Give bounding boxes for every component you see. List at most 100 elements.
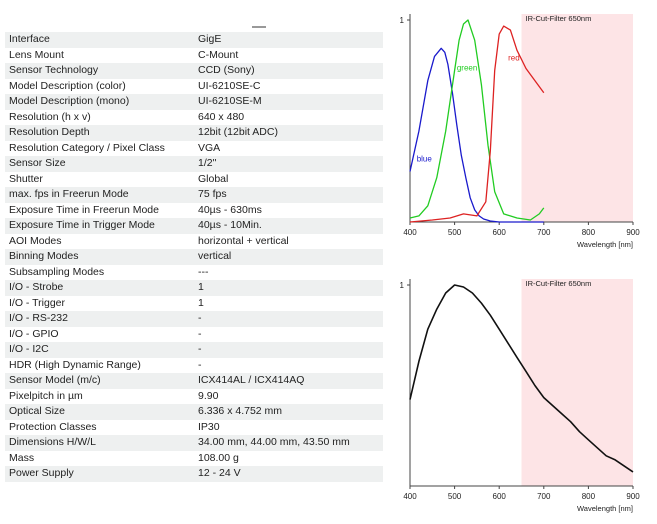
series-line-blue (409, 47, 544, 223)
spec-row: Sensor Size 1/2" (5, 156, 383, 172)
spec-row: I/O - RS-232- (5, 311, 383, 327)
spec-value: vertical (194, 249, 383, 265)
x-tick-label: 500 (448, 228, 462, 237)
spec-row: Interface GigE (5, 32, 383, 48)
spec-table-body: Interface GigE Lens Mount C-Mount Sensor Tec… (5, 32, 383, 482)
spec-key: Power Supply (5, 466, 194, 482)
spec-row: HDR (High Dynamic Range) - (5, 357, 383, 373)
spec-key: Lens Mount (5, 47, 194, 63)
y-tick-label: 1 (400, 281, 405, 290)
spectral-chart-color-svg: IR-Cut-Filter 650nm 400 500 600 700 800 900 1 Wa… (400, 14, 640, 249)
spec-key: Subsampling Modes (5, 264, 194, 280)
spec-key: Dimensions H/W/L (5, 435, 194, 451)
spec-key: Exposure Time in Freerun Mode (5, 202, 194, 218)
ir-cut-band (521, 14, 633, 222)
spec-key: Model Description (color) (5, 78, 194, 94)
spec-row: Binning Modes vertical (5, 249, 383, 265)
spec-row: I/O - Strobe 1 (5, 280, 383, 296)
spectral-chart-color: IR-Cut-Filter 650nm 400 500 600 700 800 900 1 Wa… (388, 8, 648, 254)
spec-row: Power Supply 12 - 24 V (5, 466, 383, 482)
spec-row: Pixelpitch in µm 9.90 (5, 388, 383, 404)
spec-row: I/O - GPIO - (5, 326, 383, 342)
spec-value: --- (194, 264, 383, 280)
x-tick-label: 900 (626, 492, 640, 501)
spec-value: - (194, 326, 383, 342)
spec-key: Interface (5, 32, 194, 48)
x-tick-label: 800 (582, 492, 596, 501)
spec-row: Model Description (color) UI-6210SE-C (5, 78, 383, 94)
series-label-blue: blue (417, 154, 433, 163)
spec-key: Shutter (5, 171, 194, 187)
x-tick-label: 600 (493, 228, 507, 237)
spec-value: 75 fps (194, 187, 383, 203)
spec-key: Exposure Time in Trigger Mode (5, 218, 194, 234)
ir-cut-annotation: IR-Cut-Filter 650nm (526, 14, 592, 23)
spec-value: 1 (194, 280, 383, 296)
spec-value: C-Mount (194, 47, 383, 63)
spec-row: Resolution Depth 12bit (12bit ADC) (5, 125, 383, 141)
spec-value: Global (194, 171, 383, 187)
spec-key: Resolution (h x v) (5, 109, 194, 125)
spec-key: max. fps in Freerun Mode (5, 187, 194, 203)
spec-row: Resolution Category / Pixel Class VGA (5, 140, 383, 156)
spectral-chart-mono-svg: IR-Cut-Filter 650nm 400 500 600 700 800 900 1 Wa… (400, 279, 640, 513)
x-tick-label: 700 (537, 492, 551, 501)
spec-value: GigE (194, 32, 383, 48)
series-label-green: green (457, 64, 477, 73)
spec-key: Model Description (mono) (5, 94, 194, 110)
spec-row: I/O - Trigger 1 (5, 295, 383, 311)
spec-row: max. fps in Freerun Mode 75 fps (5, 187, 383, 203)
spec-value: 640 x 480 (194, 109, 383, 125)
x-tick-label: 400 (403, 492, 417, 501)
spec-key: AOI Modes (5, 233, 194, 249)
spec-key: Mass (5, 450, 194, 466)
x-tick-label: 400 (403, 228, 417, 237)
x-axis-label: Wavelength [nm] (577, 504, 633, 513)
spec-value: ICX414AL / ICX414AQ (194, 373, 383, 389)
spec-key: HDR (High Dynamic Range) (5, 357, 194, 373)
spec-key: Resolution Depth (5, 125, 194, 141)
x-tick-label: 900 (626, 228, 640, 237)
spec-row: AOI Modes horizontal + vertical (5, 233, 383, 249)
header-divider (252, 26, 266, 28)
spectral-chart-mono: IR-Cut-Filter 650nm 400 500 600 700 800 900 1 Wa… (388, 272, 648, 520)
spec-value: 12 - 24 V (194, 466, 383, 482)
y-tick-label: 1 (400, 16, 405, 25)
spec-row: Mass 108.00 g (5, 450, 383, 466)
spec-row: Lens Mount C-Mount (5, 47, 383, 63)
spec-value: 1/2" (194, 156, 383, 172)
spec-value: 108.00 g (194, 450, 383, 466)
spec-row: Sensor Technology CCD (Sony) (5, 63, 383, 79)
spec-key: I/O - RS-232 (5, 311, 194, 327)
spec-key: I/O - Trigger (5, 295, 194, 311)
spec-key: Resolution Category / Pixel Class (5, 140, 194, 156)
x-tick-label: 500 (448, 492, 462, 501)
x-tick-label: 700 (537, 228, 551, 237)
spec-value: IP30 (194, 419, 383, 435)
spec-value: 40µs - 630ms (194, 202, 383, 218)
spec-key: Sensor Model (m/c) (5, 373, 194, 389)
spec-key: Protection Classes (5, 419, 194, 435)
series-line-red (409, 25, 545, 223)
spec-value: - (194, 311, 383, 327)
spec-key: Pixelpitch in µm (5, 388, 194, 404)
ir-cut-annotation: IR-Cut-Filter 650nm (526, 279, 592, 288)
spec-row: Shutter Global (5, 171, 383, 187)
spec-value: 6.336 x 4.752 mm (194, 404, 383, 420)
spec-row: Exposure Time in Freerun Mode 40µs - 630m… (5, 202, 383, 218)
spec-value: 12bit (12bit ADC) (194, 125, 383, 141)
series-label-red: red (508, 53, 520, 62)
spec-row: I/O - I2C - (5, 342, 383, 358)
spec-value: UI-6210SE-M (194, 94, 383, 110)
spec-value: 40µs - 10Min. (194, 218, 383, 234)
spec-row: Protection Classes IP30 (5, 419, 383, 435)
spec-value: VGA (194, 140, 383, 156)
spec-row: Subsampling Modes --- (5, 264, 383, 280)
x-tick-label: 600 (493, 492, 507, 501)
series-line-green (409, 19, 545, 221)
spec-value: 1 (194, 295, 383, 311)
spec-value: CCD (Sony) (194, 63, 383, 79)
x-axis-label: Wavelength [nm] (577, 240, 633, 249)
spec-row: Dimensions H/W/L 34.00 mm, 44.00 mm, 43.5… (5, 435, 383, 451)
spec-row: Optical Size 6.336 x 4.752 mm (5, 404, 383, 420)
